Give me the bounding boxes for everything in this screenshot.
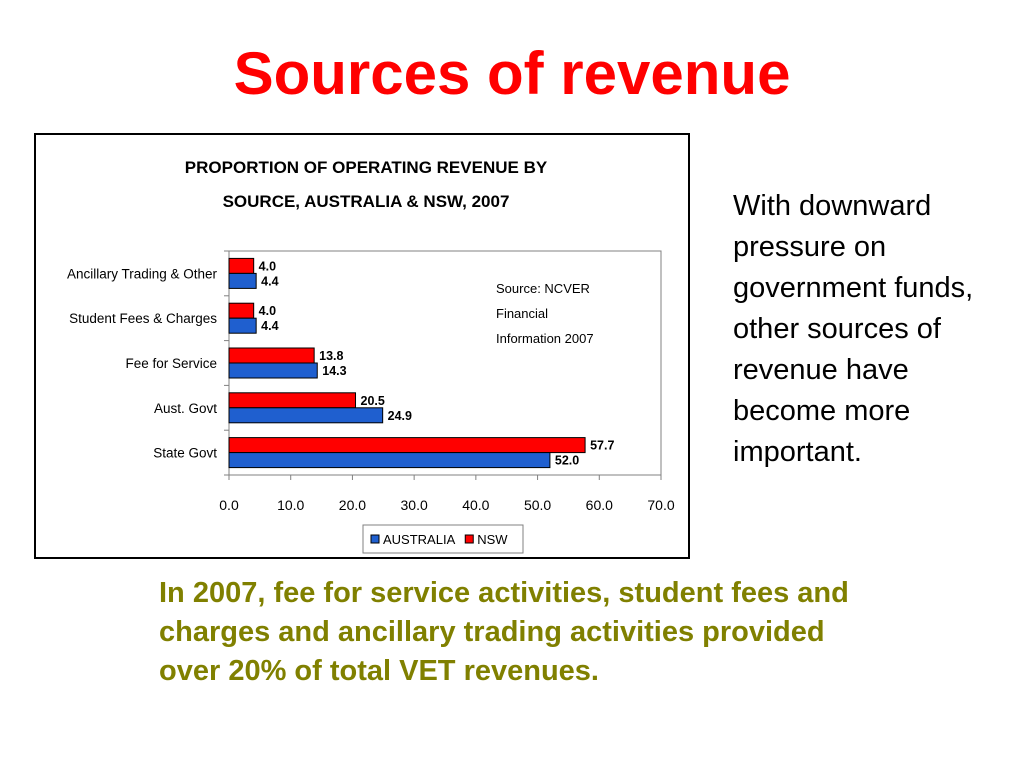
data-label-nsw: 57.7: [590, 439, 614, 453]
legend-label-nsw: NSW: [477, 532, 508, 547]
x-tick-label: 30.0: [401, 497, 428, 513]
revenue-bar-chart: PROPORTION OF OPERATING REVENUE BY SOURC…: [67, 158, 675, 554]
legend-label-australia: AUSTRALIA: [383, 532, 456, 547]
category-label: Aust. Govt: [154, 401, 217, 416]
data-label-australia: 4.4: [261, 319, 278, 333]
legend-swatch-australia: [370, 534, 380, 544]
x-tick-label: 10.0: [277, 497, 304, 513]
legend-box: [362, 524, 524, 554]
data-label-nsw: 4.0: [259, 259, 276, 273]
category-label: State Govt: [153, 446, 217, 461]
x-tick-label: 60.0: [586, 497, 613, 513]
x-tick-label: 40.0: [462, 497, 489, 513]
slide-title: Sources of revenue: [233, 40, 791, 107]
chart-title-line-2: SOURCE, AUSTRALIA & NSW, 2007: [223, 192, 510, 211]
data-label-nsw: 4.0: [259, 304, 276, 318]
bar-nsw-3: [228, 392, 357, 409]
x-tick-label: 70.0: [647, 497, 674, 513]
data-label-australia: 52.0: [555, 454, 579, 468]
legend-swatch-nsw: [464, 534, 474, 544]
source-note-line-1: Source: NCVER: [496, 281, 590, 296]
bottom-text: In 2007, fee for service activities, stu…: [159, 577, 849, 687]
data-label-nsw: 20.5: [361, 394, 385, 408]
x-tick-label: 20.0: [339, 497, 366, 513]
data-label-australia: 14.3: [322, 364, 346, 378]
chart-frame: PROPORTION OF OPERATING REVENUE BY SOURC…: [34, 133, 690, 559]
bar-australia-0: [228, 272, 257, 289]
bar-australia-4: [228, 452, 551, 469]
bar-nsw-1: [228, 302, 255, 319]
category-label: Student Fees & Charges: [69, 311, 217, 326]
x-tick-label: 0.0: [219, 497, 239, 513]
x-tick-label: 50.0: [524, 497, 551, 513]
bar-australia-1: [228, 317, 257, 334]
source-note-line-2: Financial: [496, 306, 548, 321]
data-label-australia: 24.9: [388, 409, 412, 423]
bar-nsw-0: [228, 257, 255, 274]
source-note-line-3: Information 2007: [496, 331, 594, 346]
bar-australia-3: [228, 407, 384, 424]
bar-nsw-4: [228, 437, 586, 454]
category-label: Ancillary Trading & Other: [67, 266, 218, 281]
data-label-nsw: 13.8: [319, 349, 343, 363]
category-label: Fee for Service: [125, 356, 217, 371]
side-text: With downward pressure on government fun…: [733, 190, 974, 468]
bar-nsw-2: [228, 347, 315, 364]
chart-title-line-1: PROPORTION OF OPERATING REVENUE BY: [185, 158, 548, 177]
bar-australia-2: [228, 362, 318, 379]
data-label-australia: 4.4: [261, 274, 278, 288]
